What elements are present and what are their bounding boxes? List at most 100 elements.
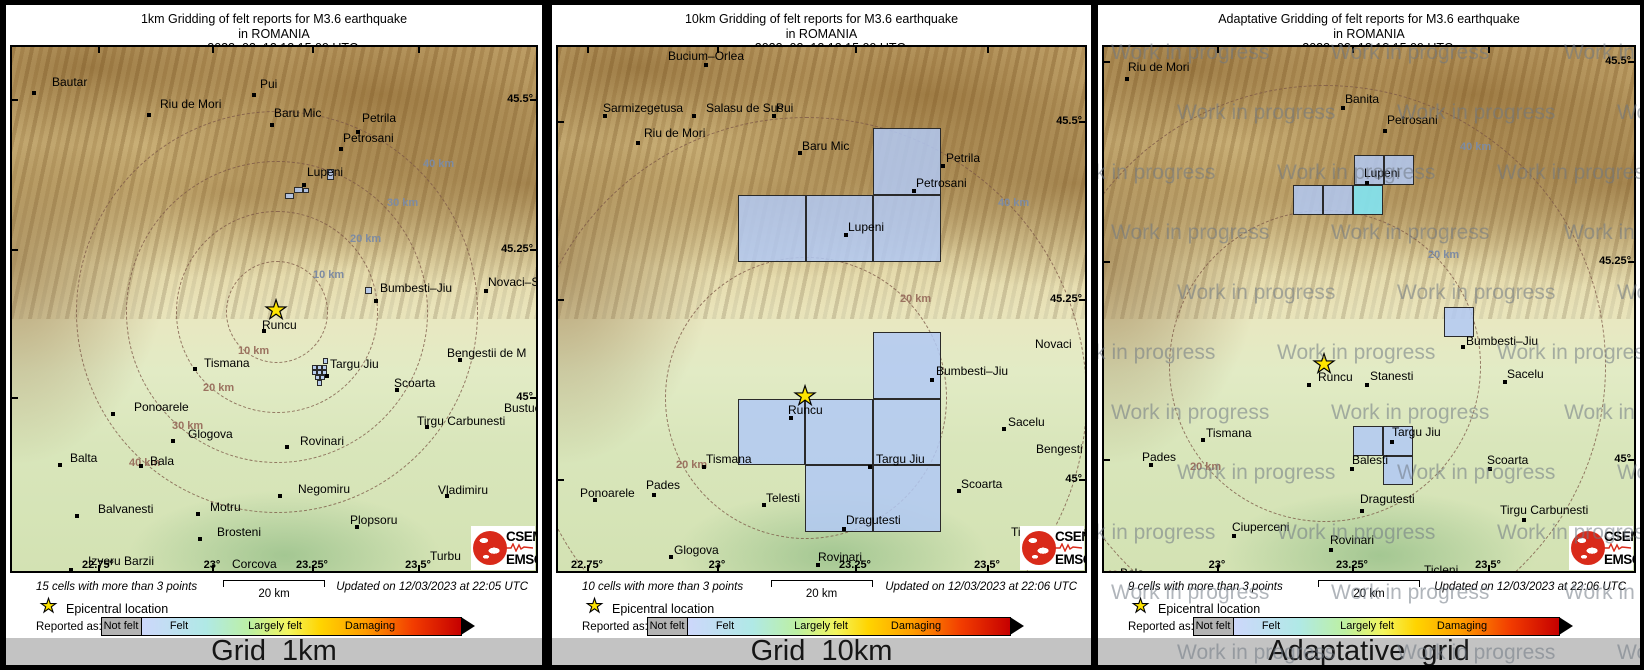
town-label: Scoarta (961, 477, 1003, 491)
seismogram-icon (1604, 543, 1631, 552)
colorbar-gradient (1234, 618, 1559, 635)
felt-report-grid-cell (873, 195, 941, 262)
ring-distance-label: 40 km (1460, 141, 1492, 153)
colorbar-class-label: Largely felt (1340, 620, 1394, 632)
town-label: Petrosani (916, 176, 967, 190)
work-in-progress-watermark: Work in progress (1111, 401, 1270, 424)
map-tick (530, 249, 536, 251)
town-dot (868, 465, 872, 469)
town-dot (1383, 129, 1387, 133)
town-dot (445, 494, 449, 498)
town-label: Lupeni (1364, 166, 1401, 180)
town-dot (198, 537, 202, 541)
town-label: Tismana (1206, 426, 1252, 440)
csem-emsc-logo: CSEM EMSC (471, 526, 536, 570)
globe-icon (473, 531, 507, 565)
town-dot (111, 412, 115, 416)
town-label: Targu Jiu (330, 357, 379, 371)
felt-report-grid-cell (317, 370, 322, 375)
map-tick (1217, 565, 1219, 571)
map-tick (418, 565, 420, 571)
town-dot (912, 189, 916, 193)
town-label: Bustuchin (504, 401, 536, 415)
town-dot (1125, 77, 1129, 81)
felt-report-grid-cell (294, 187, 303, 193)
felt-report-grid-cell (1383, 426, 1413, 456)
town-label: Rovinari (300, 434, 345, 448)
scale-bar: 20 km (223, 580, 325, 600)
town-label: Petrosani (1387, 113, 1438, 127)
map-tick (12, 249, 18, 251)
work-in-progress-watermark: Work in progress (1617, 641, 1640, 664)
town-dot (704, 63, 708, 67)
map-tick (1488, 565, 1490, 571)
work-in-progress-watermark: Work in progress (1111, 581, 1270, 604)
map-tick (12, 397, 18, 399)
town-label: Tirgu Carbunesti (1500, 503, 1589, 517)
town-label: Ticleni (1424, 563, 1459, 573)
felt-report-grid-cell (312, 365, 317, 370)
felt-report-grid-cell (317, 380, 322, 386)
latitude-label: 45° (1614, 453, 1631, 465)
felt-report-grid-cell (805, 399, 873, 465)
colorbar-arrow-icon (461, 617, 475, 635)
work-in-progress-watermark: Work in progress (1177, 461, 1336, 484)
map-tick (1352, 565, 1354, 571)
ring-distance-label: 10 km (313, 269, 345, 281)
town-dot (285, 445, 289, 449)
town-dot (356, 130, 360, 134)
epicenter-star: ★ (793, 380, 818, 411)
town-label: Bautar (52, 75, 88, 89)
latitude-label: 45.25° (501, 243, 533, 255)
town-label: Balesti (1352, 453, 1389, 467)
work-in-progress-watermark: Work in progress (1331, 41, 1490, 64)
work-in-progress-watermark: Work in progress (1617, 101, 1640, 124)
scale-bracket (223, 580, 325, 587)
town-label: Bucium–Orlea (668, 49, 745, 63)
ring-distance-label: 20 km (900, 293, 932, 305)
town-dot (762, 503, 766, 507)
felt-report-grid-cell (323, 358, 328, 364)
felt-report-grid-cell (1353, 426, 1383, 456)
town-dot (593, 498, 597, 502)
town-dot (484, 289, 488, 293)
felt-report-grid-cell (327, 169, 334, 180)
town-label: Turbu (430, 549, 461, 563)
map: CSEM EMSC 40 km 20 km 20 km Bucium–Orlea Sar… (556, 45, 1087, 573)
town-dot (1365, 181, 1369, 185)
town-dot (930, 378, 934, 382)
town-label: Rovinari (1330, 533, 1375, 547)
reported-as-label: Reported as: (1128, 621, 1194, 633)
scale-bracket (770, 580, 873, 587)
map-tick (1628, 261, 1634, 263)
cells-note: 9 cells with more than 3 points (1128, 581, 1283, 593)
town-label: Ponoarele (580, 486, 635, 500)
reported-as-label: Reported as: (36, 621, 102, 633)
map-tick (12, 99, 18, 101)
map-tick (558, 299, 564, 301)
town-dot (957, 489, 961, 493)
felt-report-grid-cell (738, 195, 806, 262)
town-dot (75, 514, 79, 518)
town-dot (816, 563, 820, 567)
latitude-label: 45.25° (1599, 255, 1631, 267)
work-in-progress-watermark: Work in progress (1331, 581, 1490, 604)
intensity-colorbar: Not felt Felt Largely felt Damaging (1193, 617, 1573, 636)
map: CSEM EMSC 40 km 20 km 20 km 40 km Riu de Mor… (1102, 45, 1636, 573)
town-label: Scoarta (394, 376, 436, 390)
town-label: Sacelu (1008, 415, 1045, 429)
colorbar-class-label: Largely felt (248, 620, 302, 632)
town-dot (325, 374, 329, 378)
town-label: Motru (210, 500, 241, 514)
work-in-progress-watermark: Work in progress (1111, 221, 1270, 244)
map-tick (1104, 61, 1110, 63)
felt-report-grid-cell (1383, 456, 1413, 485)
ring-distance-label: 40 km (998, 197, 1030, 209)
town-label: Bumbesti–Jiu (380, 281, 453, 295)
felt-report-grid-cell (873, 399, 941, 465)
town-label: Riu de Mori (1128, 60, 1190, 74)
globe-icon (1022, 531, 1056, 565)
ring-distance-label: 40 km (1106, 569, 1137, 571)
felt-report-grid-cell (873, 128, 941, 195)
work-in-progress-watermark: Work in progress (1397, 101, 1556, 124)
